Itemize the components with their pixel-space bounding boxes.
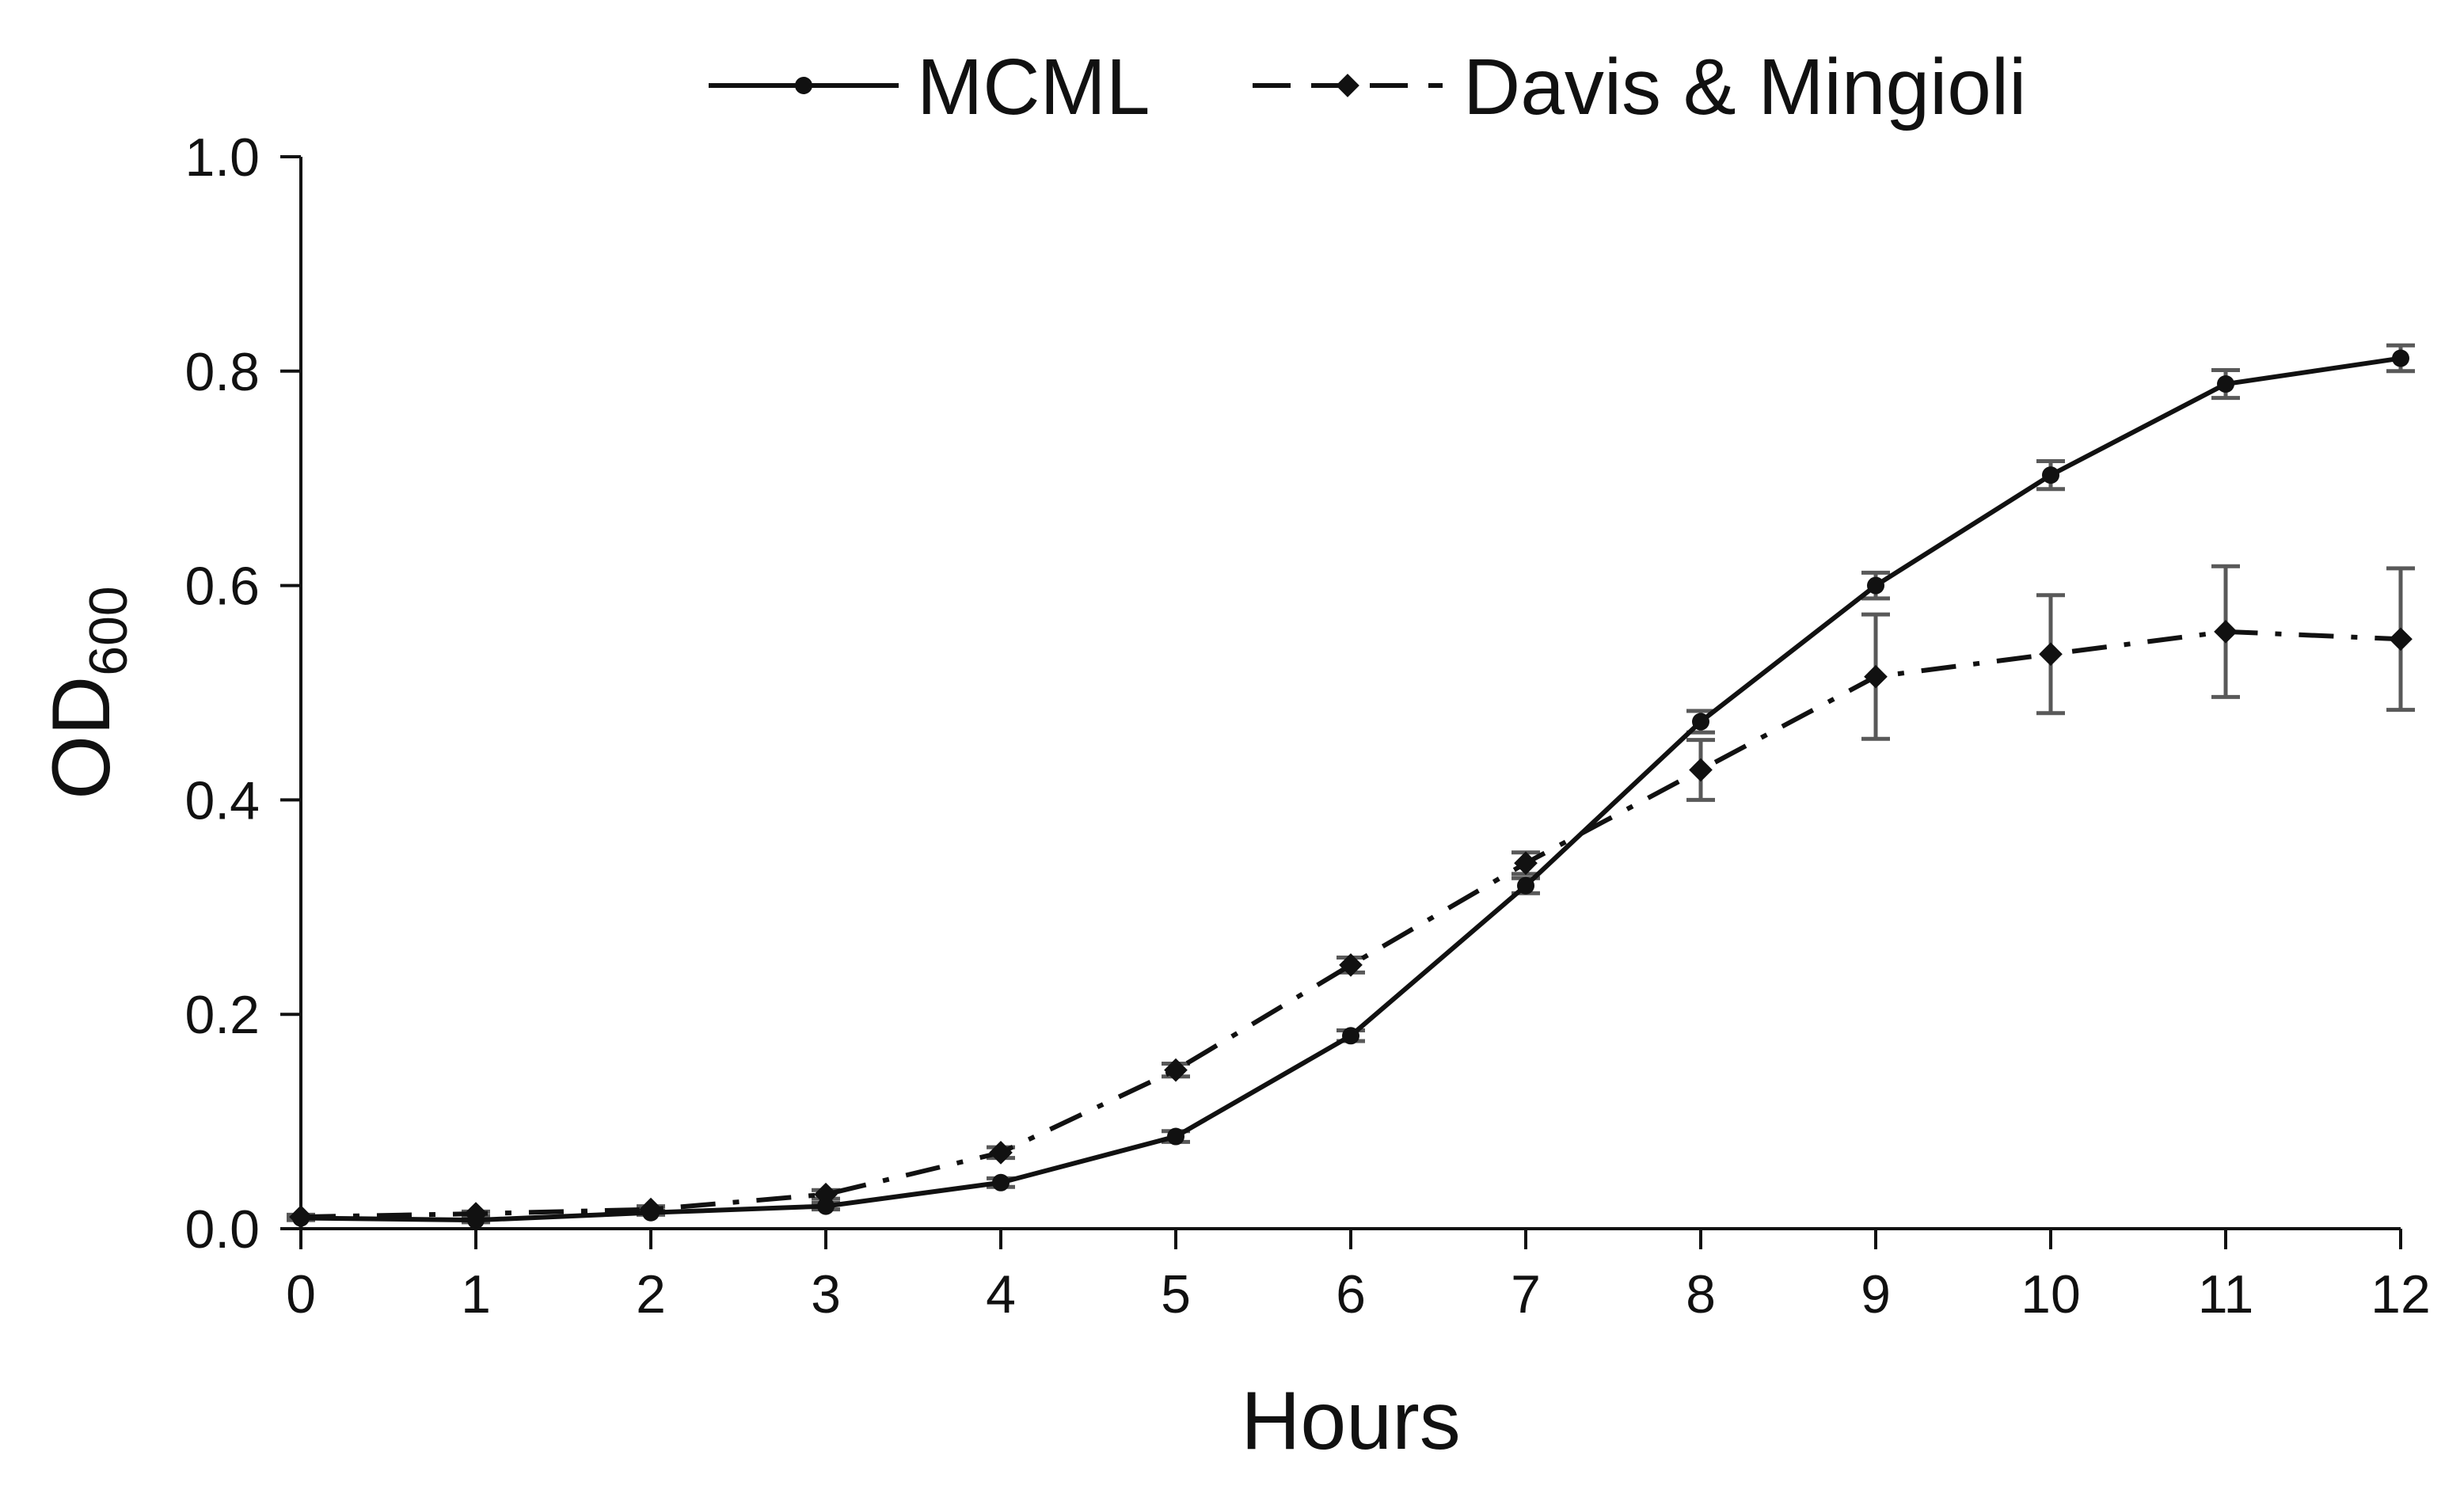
series-line-davis-mingioli: [300, 629, 2401, 1220]
y-axis-title: OD600: [36, 586, 139, 799]
data-point-mcml: [1342, 1027, 1359, 1045]
data-point-davis-mingioli: [2214, 619, 2238, 644]
data-point-mcml: [2217, 375, 2234, 393]
error-bars: [287, 343, 2415, 1225]
y-axis-title-main: OD: [36, 676, 127, 800]
x-tick-label: 1: [461, 1264, 491, 1324]
data-point-davis-mingioli: [1164, 1058, 1188, 1082]
data-point-mcml: [1167, 1127, 1184, 1146]
x-tick-label: 4: [986, 1264, 1016, 1324]
axes: 0 1 2 3 4 5 6 7 8 9 10 11 120.00.20.40.60.81.0HoursO…: [36, 127, 2431, 1467]
y-tick-label: 0.6: [184, 557, 260, 617]
x-tick-label: 12: [2371, 1264, 2431, 1324]
legend-label-mcml: MCML: [917, 43, 1150, 131]
data-point-davis-mingioli: [989, 1141, 1013, 1165]
data-point-mcml: [1692, 713, 1709, 731]
x-tick-label: 8: [1686, 1264, 1716, 1324]
legend: MCML Davis & Mingioli: [709, 43, 2026, 131]
x-tick-label: 0: [286, 1264, 316, 1324]
y-tick-label: 0.2: [184, 985, 260, 1045]
x-tick-label: 7: [1511, 1264, 1541, 1324]
data-point-mcml: [2392, 349, 2409, 367]
data-point-mcml: [2042, 466, 2059, 485]
data-point-davis-mingioli: [1514, 851, 1538, 876]
x-tick-label: 5: [1161, 1264, 1191, 1324]
x-axis-title: Hours: [1241, 1375, 1460, 1467]
legend-marker-davis-mingioli: [1336, 74, 1359, 97]
data-point-mcml: [1867, 576, 1884, 595]
x-tick-label: 6: [1336, 1264, 1366, 1324]
data-point-davis-mingioli: [639, 1197, 663, 1222]
data-point-davis-mingioli: [1689, 758, 1713, 782]
data-series: [289, 349, 2413, 1229]
y-axis-title-subscript: 600: [78, 586, 139, 675]
x-tick-label: 2: [636, 1264, 666, 1324]
y-tick-label: 0.0: [184, 1199, 260, 1260]
y-tick-label: 1.0: [184, 127, 260, 188]
data-point-davis-mingioli: [2039, 642, 2063, 667]
legend-label-davis-mingioli: Davis & Mingioli: [1463, 43, 2026, 131]
x-tick-label: 11: [2198, 1264, 2254, 1324]
data-point-davis-mingioli: [1864, 664, 1888, 689]
y-tick-label: 0.4: [184, 770, 260, 830]
data-point-mcml: [817, 1197, 835, 1215]
data-point-davis-mingioli: [464, 1202, 488, 1226]
x-tick-label: 10: [2021, 1264, 2081, 1324]
series-line-mcml: [300, 355, 2401, 1223]
legend-marker-mcml: [795, 77, 812, 94]
x-tick-label: 9: [1861, 1264, 1891, 1324]
data-point-mcml: [1517, 876, 1534, 895]
y-tick-label: 0.8: [184, 342, 260, 402]
data-point-mcml: [992, 1173, 1010, 1191]
x-tick-label: 3: [811, 1264, 841, 1324]
data-point-davis-mingioli: [2389, 627, 2413, 652]
data-point-davis-mingioli: [814, 1182, 838, 1207]
data-point-davis-mingioli: [1339, 953, 1363, 977]
